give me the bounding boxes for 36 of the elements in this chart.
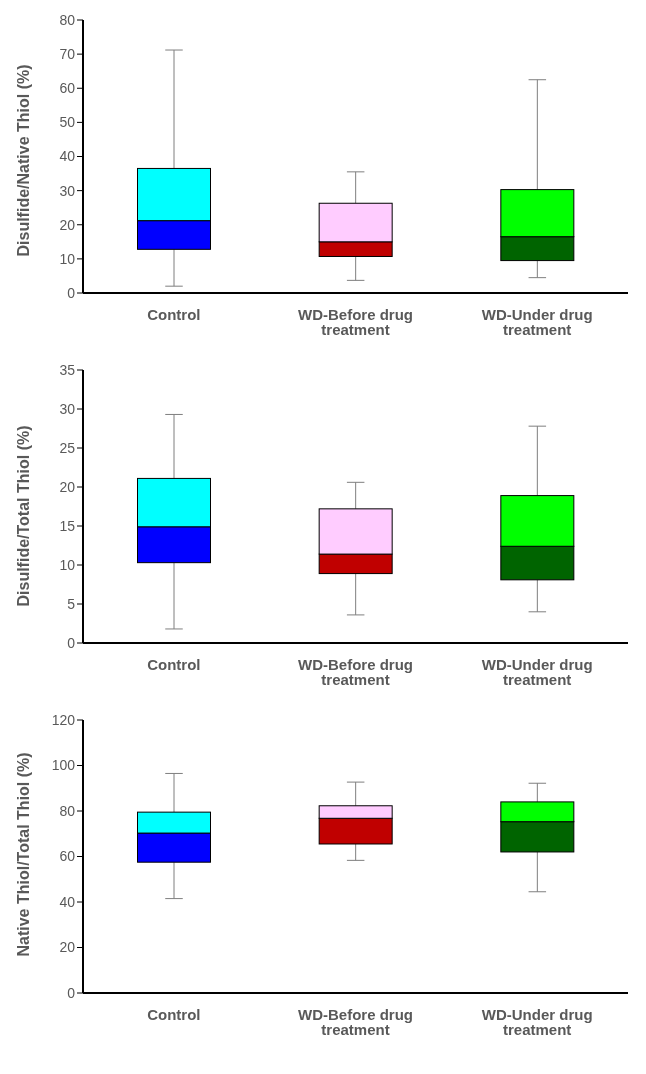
x-tick-label: Control: [147, 1005, 201, 1023]
x-tick-label: Control: [147, 305, 201, 323]
y-axis-title: Disulfide/Native Thiol (%): [14, 64, 32, 257]
y-tick-label: 40: [59, 893, 76, 910]
y-tick-label: 20: [59, 939, 76, 956]
y-tick-label: 80: [59, 11, 76, 28]
y-axis-title: Native Thiol/Total Thiol (%): [14, 752, 32, 957]
y-tick-label: 70: [59, 46, 76, 63]
x-tick-label: Control: [147, 655, 201, 673]
y-tick-label: 50: [59, 114, 76, 131]
y-tick-label: 120: [51, 711, 76, 728]
y-tick-label: 10: [59, 556, 76, 573]
y-tick-label: 0: [67, 284, 76, 301]
x-tick-label: WD-Under drug treatment: [481, 655, 593, 688]
y-tick-label: 80: [59, 802, 76, 819]
y-tick-label: 20: [59, 216, 76, 233]
y-tick-label: 0: [67, 634, 76, 651]
y-tick-label: 40: [59, 148, 76, 165]
x-tick-label: WD-Before drug treatment: [298, 305, 413, 338]
y-tick-label: 60: [59, 80, 76, 97]
y-tick-label: 30: [59, 400, 76, 417]
y-tick-label: 5: [67, 595, 76, 612]
y-tick-label: 60: [59, 848, 76, 865]
y-tick-label: 20: [59, 478, 76, 495]
y-tick-label: 15: [59, 517, 76, 534]
x-tick-label: WD-Under drug treatment: [481, 305, 593, 338]
y-tick-label: 30: [59, 182, 76, 199]
x-tick-label: WD-Before drug treatment: [298, 655, 413, 688]
y-tick-label: 10: [59, 250, 76, 267]
y-tick-label: 25: [59, 439, 76, 456]
y-tick-label: 35: [59, 361, 76, 378]
x-tick-label: WD-Before drug treatment: [298, 1005, 413, 1038]
x-tick-label: WD-Under drug treatment: [481, 1005, 593, 1038]
y-axis-title: Disulfide/Total Thiol (%): [14, 425, 32, 607]
y-tick-label: 0: [67, 984, 76, 1001]
y-tick-label: 100: [51, 757, 76, 774]
